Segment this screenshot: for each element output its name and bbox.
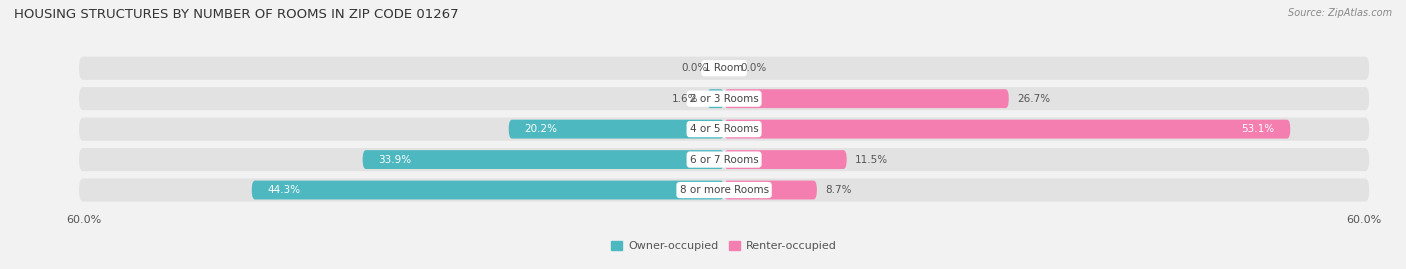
Text: 6 or 7 Rooms: 6 or 7 Rooms — [690, 155, 758, 165]
Text: 8 or more Rooms: 8 or more Rooms — [679, 185, 769, 195]
Text: 2 or 3 Rooms: 2 or 3 Rooms — [690, 94, 758, 104]
FancyBboxPatch shape — [79, 178, 1369, 201]
FancyBboxPatch shape — [724, 150, 846, 169]
Text: 0.0%: 0.0% — [740, 63, 766, 73]
Legend: Owner-occupied, Renter-occupied: Owner-occupied, Renter-occupied — [607, 237, 841, 256]
Text: 1.6%: 1.6% — [672, 94, 699, 104]
Text: Source: ZipAtlas.com: Source: ZipAtlas.com — [1288, 8, 1392, 18]
Text: 4 or 5 Rooms: 4 or 5 Rooms — [690, 124, 758, 134]
FancyBboxPatch shape — [79, 87, 1369, 110]
Text: HOUSING STRUCTURES BY NUMBER OF ROOMS IN ZIP CODE 01267: HOUSING STRUCTURES BY NUMBER OF ROOMS IN… — [14, 8, 458, 21]
FancyBboxPatch shape — [707, 89, 724, 108]
Text: 33.9%: 33.9% — [378, 155, 412, 165]
FancyBboxPatch shape — [724, 120, 1291, 139]
Text: 26.7%: 26.7% — [1018, 94, 1050, 104]
Text: 8.7%: 8.7% — [825, 185, 852, 195]
FancyBboxPatch shape — [79, 148, 1369, 171]
Text: 11.5%: 11.5% — [855, 155, 889, 165]
FancyBboxPatch shape — [79, 118, 1369, 141]
FancyBboxPatch shape — [79, 57, 1369, 80]
Text: 53.1%: 53.1% — [1241, 124, 1274, 134]
Text: 1 Room: 1 Room — [704, 63, 744, 73]
Text: 44.3%: 44.3% — [267, 185, 301, 195]
FancyBboxPatch shape — [724, 180, 817, 200]
FancyBboxPatch shape — [724, 89, 1008, 108]
FancyBboxPatch shape — [363, 150, 724, 169]
FancyBboxPatch shape — [509, 120, 724, 139]
Text: 20.2%: 20.2% — [524, 124, 558, 134]
Text: 0.0%: 0.0% — [682, 63, 709, 73]
FancyBboxPatch shape — [252, 180, 724, 200]
